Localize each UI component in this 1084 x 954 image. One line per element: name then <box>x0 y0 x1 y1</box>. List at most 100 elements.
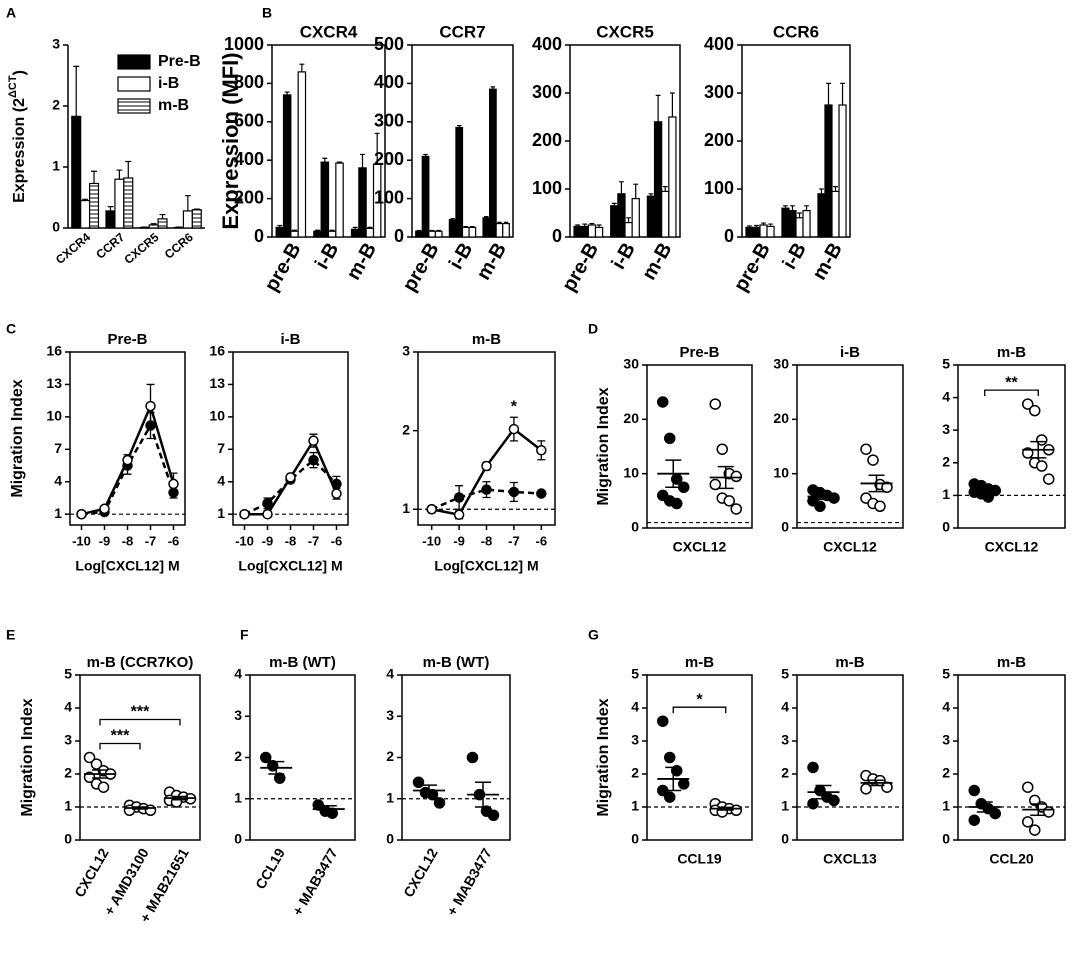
bar <box>448 219 457 238</box>
bar <box>580 225 589 238</box>
y-axis-label: Migration Index <box>595 698 612 816</box>
y-tick-label: 0 <box>942 831 950 847</box>
bar <box>759 224 768 238</box>
y-tick-label: 600 <box>234 111 264 131</box>
x-axis-label: CXCL13 <box>823 851 877 867</box>
data-point <box>262 508 273 520</box>
sem-bar <box>665 766 682 792</box>
y-axis-label: Expression (2ΔCT) <box>7 70 28 203</box>
x-tick-label: -6 <box>331 533 343 548</box>
bar <box>766 225 775 238</box>
data-point <box>1029 794 1041 807</box>
data-point <box>814 500 826 513</box>
y-tick-label: 3 <box>942 732 950 748</box>
legend-label: Pre-B <box>158 53 201 70</box>
error-bar <box>754 224 759 228</box>
y-axis-label-superscript: ΔCT <box>7 75 19 98</box>
x-tick-label: pre-B <box>399 239 444 295</box>
x-axis-label: Log[CXCL12] M <box>238 558 342 574</box>
error-bar <box>450 217 455 220</box>
bar <box>421 155 430 238</box>
x-axis-label: CCL19 <box>677 851 722 867</box>
series-line <box>431 427 543 517</box>
bar <box>282 94 292 238</box>
bar <box>594 226 604 238</box>
data-point <box>730 503 742 515</box>
x-tick-label: CCR6 <box>162 230 196 262</box>
y-tick-label: 3 <box>386 707 394 723</box>
bar <box>297 71 307 238</box>
error-bar <box>457 125 462 128</box>
y-tick-label: 100 <box>532 178 562 198</box>
y-tick-label: 13 <box>46 375 62 391</box>
error-bar <box>655 94 661 122</box>
significance-label: * <box>511 398 518 415</box>
y-tick-label: 100 <box>374 187 404 207</box>
data-point <box>657 715 669 727</box>
panel-letter: C <box>6 321 16 337</box>
x-tick-label: -10 <box>72 533 91 548</box>
y-tick-label: 3 <box>52 36 60 52</box>
y-tick-label: 400 <box>234 149 264 169</box>
data-point <box>716 443 728 455</box>
x-tick-label: i-B <box>779 239 811 273</box>
y-tick-label: 3 <box>234 707 242 723</box>
data-point <box>867 454 879 466</box>
y-tick-label: 2 <box>631 765 639 781</box>
y-axis-label-text: Expression (MFI) <box>218 52 243 229</box>
panel-letter: D <box>588 321 598 337</box>
y-tick-label: 400 <box>374 72 404 92</box>
y-tick-label: 1 <box>386 789 394 805</box>
y-tick-label: 4 <box>942 699 950 715</box>
bar <box>455 126 464 238</box>
error-bar <box>840 82 845 105</box>
data-point <box>664 432 676 445</box>
y-tick-label: 1 <box>942 486 950 502</box>
bar <box>320 161 330 238</box>
bar <box>795 217 804 238</box>
data-point <box>1036 460 1048 472</box>
panel-letter: B <box>262 5 272 21</box>
sem-bar <box>868 779 885 787</box>
y-tick-label: 10 <box>623 464 639 480</box>
data-point <box>487 809 500 821</box>
chart-title: CCR7 <box>439 22 485 41</box>
x-axis-label: CXCL12 <box>673 539 727 555</box>
y-axis-label-text: Migration Index <box>19 698 36 816</box>
x-tick-label: i-B <box>608 239 640 273</box>
y-tick-label: 16 <box>209 343 225 359</box>
y-tick-label: 0 <box>724 226 734 246</box>
error-bar <box>596 224 602 228</box>
chart-title: m-B <box>835 654 864 671</box>
y-tick-label: 4 <box>64 699 72 715</box>
error-bar <box>633 183 639 199</box>
error-bar <box>826 82 831 105</box>
bar <box>752 226 761 238</box>
data-point <box>274 772 286 784</box>
error-bar <box>299 63 305 72</box>
error-bar <box>819 188 824 194</box>
y-tick-label: 1000 <box>224 34 264 54</box>
y-tick-label: 10 <box>773 464 789 480</box>
data-point <box>828 492 840 504</box>
y-tick-label: 200 <box>234 187 264 207</box>
chart-title: m-B <box>997 654 1026 671</box>
data-point <box>1022 398 1034 410</box>
chart-title: m-B (CCR7KO) <box>87 654 194 671</box>
error-bar <box>82 198 89 201</box>
error-bar <box>582 223 588 227</box>
data-point <box>989 807 1001 820</box>
error-bar <box>662 186 668 192</box>
y-tick-label: 5 <box>942 356 950 372</box>
y-tick-label: 2 <box>234 748 242 764</box>
x-tick-label: -8 <box>481 533 493 548</box>
y-tick-label: 7 <box>217 440 225 456</box>
y-tick-label: 5 <box>781 666 789 682</box>
y-tick-label: 7 <box>54 440 62 456</box>
significance-label: *** <box>111 728 130 745</box>
data-point <box>76 508 87 520</box>
data-point <box>664 791 676 803</box>
data-point <box>145 400 156 412</box>
y-tick-label: 5 <box>64 666 72 682</box>
